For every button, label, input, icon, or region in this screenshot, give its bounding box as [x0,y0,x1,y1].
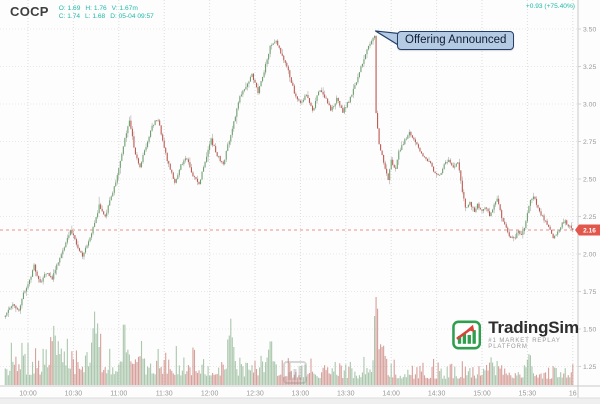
chart-header: COCP O: 1.69 H: 1.76 V: 1.67m C: 1.74 L: 1.… [10,4,159,21]
time-axis-label: 14:00 [382,391,400,398]
time-axis-label: 11:30 [156,391,173,398]
tradingsim-logo: TradingSim #1 MARKET REPLAY PLATFORM [452,319,600,350]
ohlc-line1: O: 1.69 H: 1.76 V: 1.67m [59,5,159,13]
price-axis-label: 2.50 [583,176,596,183]
time-axis-label: 10:00 [19,391,37,398]
price-axis-label: 2.25 [583,214,596,221]
annotation-pointer [374,30,400,47]
brand-name: TradingSim [488,318,579,337]
price-axis-labels: 3.50 3.25 3.00 2.75 2.50 2.25 2.00 1.75 1.50 1.25 [578,26,596,371]
price-axis-label: 2.00 [583,251,596,258]
time-axis-label: 16 [569,391,577,398]
time-axis-labels: 10:00 10:30 11:00 11:30 12:00 12:30 13:00 13:30… [19,391,577,398]
time-axis-label: 12:00 [201,391,219,398]
current-price-tag: 2.16 [575,224,600,236]
offering-announced-annotation[interactable]: Offering Announced [397,31,515,50]
price-axis-label: 1.75 [583,289,596,296]
time-axis-label: 13:30 [337,391,355,398]
time-axis-label: 10:30 [65,391,83,398]
datetime-value: D: 05-04 09:57 [110,13,154,20]
price-axis-label: 3.50 [583,26,596,33]
vertical-gridlines [27,0,574,386]
volume-value: V: 1.67m [111,5,138,12]
close-value: C: 1.74 [58,13,81,20]
watermark-icon [283,361,307,384]
low-value: L: 1.68 [85,13,106,20]
candlesticks [4,35,574,319]
price-axis-label: 1.50 [583,326,596,333]
price-axis-label: 2.75 [583,139,596,146]
price-change-readout: +0.93 (+75.40%) [525,3,575,10]
price-axis-label: 3.00 [583,101,596,108]
price-axis-label: 3.25 [583,64,596,71]
time-axis-label: 13:00 [292,391,310,398]
tradingsim-logo-icon [452,320,482,349]
open-value: O: 1.69 [58,5,81,12]
horizontal-gridlines [0,28,578,367]
high-value: H: 1.76 [85,5,107,12]
time-axis-label: 11:00 [110,391,127,398]
ticker-symbol: COCP [10,4,49,19]
brand-tagline: #1 MARKET REPLAY PLATFORM [488,338,561,350]
time-axis-label: 14:30 [428,391,446,398]
ohlc-line2: C: 1.74 L: 1.68 D: 05-04 09:57 [59,13,159,21]
current-price-value: 2.16 [583,227,596,234]
price-axis-label: 1.25 [583,364,596,371]
annotation-text: Offering Announced [405,34,507,46]
time-axis-label: 15:30 [519,391,537,398]
time-axis-label: 15:00 [473,391,491,398]
time-axis-label: 12:30 [246,391,264,398]
ohlc-readout: O: 1.69 H: 1.76 V: 1.67m C: 1.74 L: 1.68 D: … [59,5,159,21]
volume-bars [4,297,574,385]
